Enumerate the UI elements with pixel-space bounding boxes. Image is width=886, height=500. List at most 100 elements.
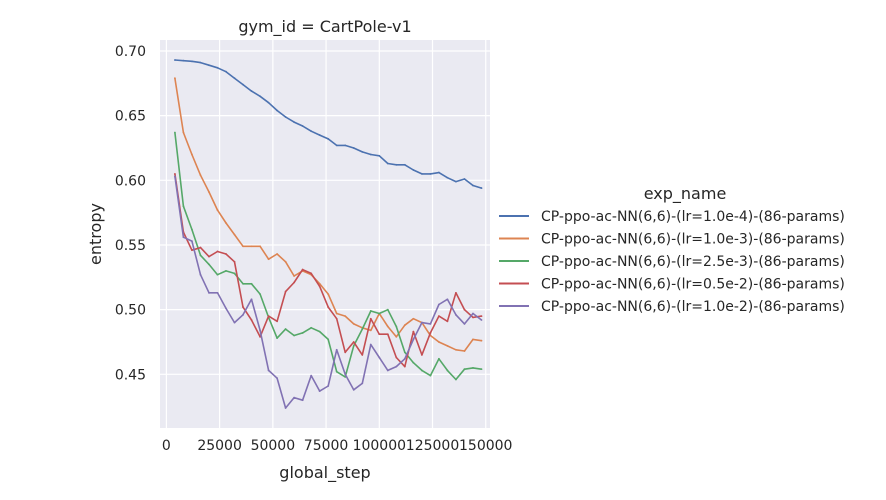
data-point xyxy=(472,338,474,341)
y-axis-label: entropy xyxy=(86,203,105,265)
data-point xyxy=(438,171,440,174)
data-point xyxy=(293,334,296,337)
data-point xyxy=(191,60,193,63)
data-point xyxy=(267,315,270,318)
data-point xyxy=(463,350,466,352)
data-point xyxy=(208,191,210,193)
data-point xyxy=(463,368,466,371)
data-point xyxy=(208,64,210,67)
data-point xyxy=(480,315,483,318)
data-point xyxy=(208,291,210,294)
data-point xyxy=(242,83,244,86)
data-point xyxy=(174,172,176,175)
data-point xyxy=(438,341,440,343)
data-point xyxy=(225,253,227,255)
y-tick-label: 0.60 xyxy=(115,173,146,189)
data-point xyxy=(412,330,415,333)
data-point xyxy=(250,298,253,301)
data-point xyxy=(352,344,355,347)
data-point xyxy=(191,249,193,252)
data-point xyxy=(259,95,261,98)
data-point xyxy=(480,339,483,342)
data-point xyxy=(429,172,432,175)
data-point xyxy=(463,308,466,311)
x-tick-label: 0 xyxy=(162,438,171,454)
data-point xyxy=(480,319,483,321)
data-point xyxy=(199,174,202,177)
data-point xyxy=(284,407,287,409)
data-point xyxy=(327,338,330,341)
data-point xyxy=(446,298,449,301)
data-point xyxy=(378,312,381,315)
data-point xyxy=(293,396,296,399)
data-point xyxy=(463,322,466,325)
data-point xyxy=(233,77,236,80)
data-point xyxy=(344,373,347,376)
data-point xyxy=(327,138,330,140)
data-point xyxy=(403,357,406,360)
data-point xyxy=(395,365,398,368)
legend-title: exp_name xyxy=(644,184,727,204)
data-point xyxy=(429,332,432,334)
data-point xyxy=(216,250,219,253)
data-point xyxy=(327,306,330,308)
data-point xyxy=(412,361,415,364)
data-point xyxy=(225,307,227,310)
data-point xyxy=(369,317,372,320)
data-point xyxy=(284,260,287,263)
y-tick-labels: 0.45 0.50 0.55 0.60 0.65 0.70 xyxy=(115,44,146,383)
data-point xyxy=(199,254,202,257)
data-point xyxy=(438,315,440,318)
data-point xyxy=(395,325,398,328)
data-point xyxy=(472,184,474,187)
data-point xyxy=(293,275,296,277)
y-tick-label: 0.70 xyxy=(115,44,146,60)
data-point xyxy=(182,236,185,239)
data-point xyxy=(352,341,355,343)
data-point xyxy=(327,385,330,387)
legend-entry-label: CP-ppo-ac-NN(6,6)-(lr=1.0e-3)-(86-params… xyxy=(541,232,845,248)
data-point xyxy=(174,175,176,178)
data-point xyxy=(293,281,296,284)
data-point xyxy=(284,116,287,118)
data-point xyxy=(191,240,193,243)
data-point xyxy=(250,319,253,321)
data-point xyxy=(199,273,202,276)
data-point xyxy=(276,377,278,380)
data-point xyxy=(455,291,457,294)
data-point xyxy=(182,59,185,62)
data-point xyxy=(284,290,287,293)
data-point xyxy=(216,209,219,211)
data-point xyxy=(216,291,219,294)
data-point xyxy=(344,351,347,354)
data-point xyxy=(455,180,457,183)
data-point xyxy=(318,330,321,333)
data-point xyxy=(233,260,236,263)
data-point xyxy=(318,134,321,136)
data-point xyxy=(378,356,381,359)
data-point xyxy=(233,321,236,324)
data-point xyxy=(191,153,193,156)
data-point xyxy=(301,268,304,271)
data-point xyxy=(446,176,449,179)
data-point xyxy=(438,357,440,360)
data-point xyxy=(182,205,185,208)
data-point xyxy=(216,66,219,69)
data-point xyxy=(293,121,296,124)
data-point xyxy=(403,365,406,368)
data-point xyxy=(386,333,389,336)
x-tick-label: 25000 xyxy=(197,438,242,454)
data-point xyxy=(455,378,457,381)
x-tick-label: 125000 xyxy=(406,438,459,454)
data-point xyxy=(369,329,372,332)
data-point xyxy=(361,150,364,153)
legend: exp_name CP-ppo-ac-NN(6,6)-(lr=1.0e-4)-(… xyxy=(499,184,845,315)
data-point xyxy=(174,59,176,61)
data-point xyxy=(455,313,457,316)
data-point xyxy=(310,326,313,329)
x-tick-label: 150000 xyxy=(459,438,512,454)
data-point xyxy=(301,125,304,127)
data-point xyxy=(412,317,415,320)
data-point xyxy=(335,144,338,147)
